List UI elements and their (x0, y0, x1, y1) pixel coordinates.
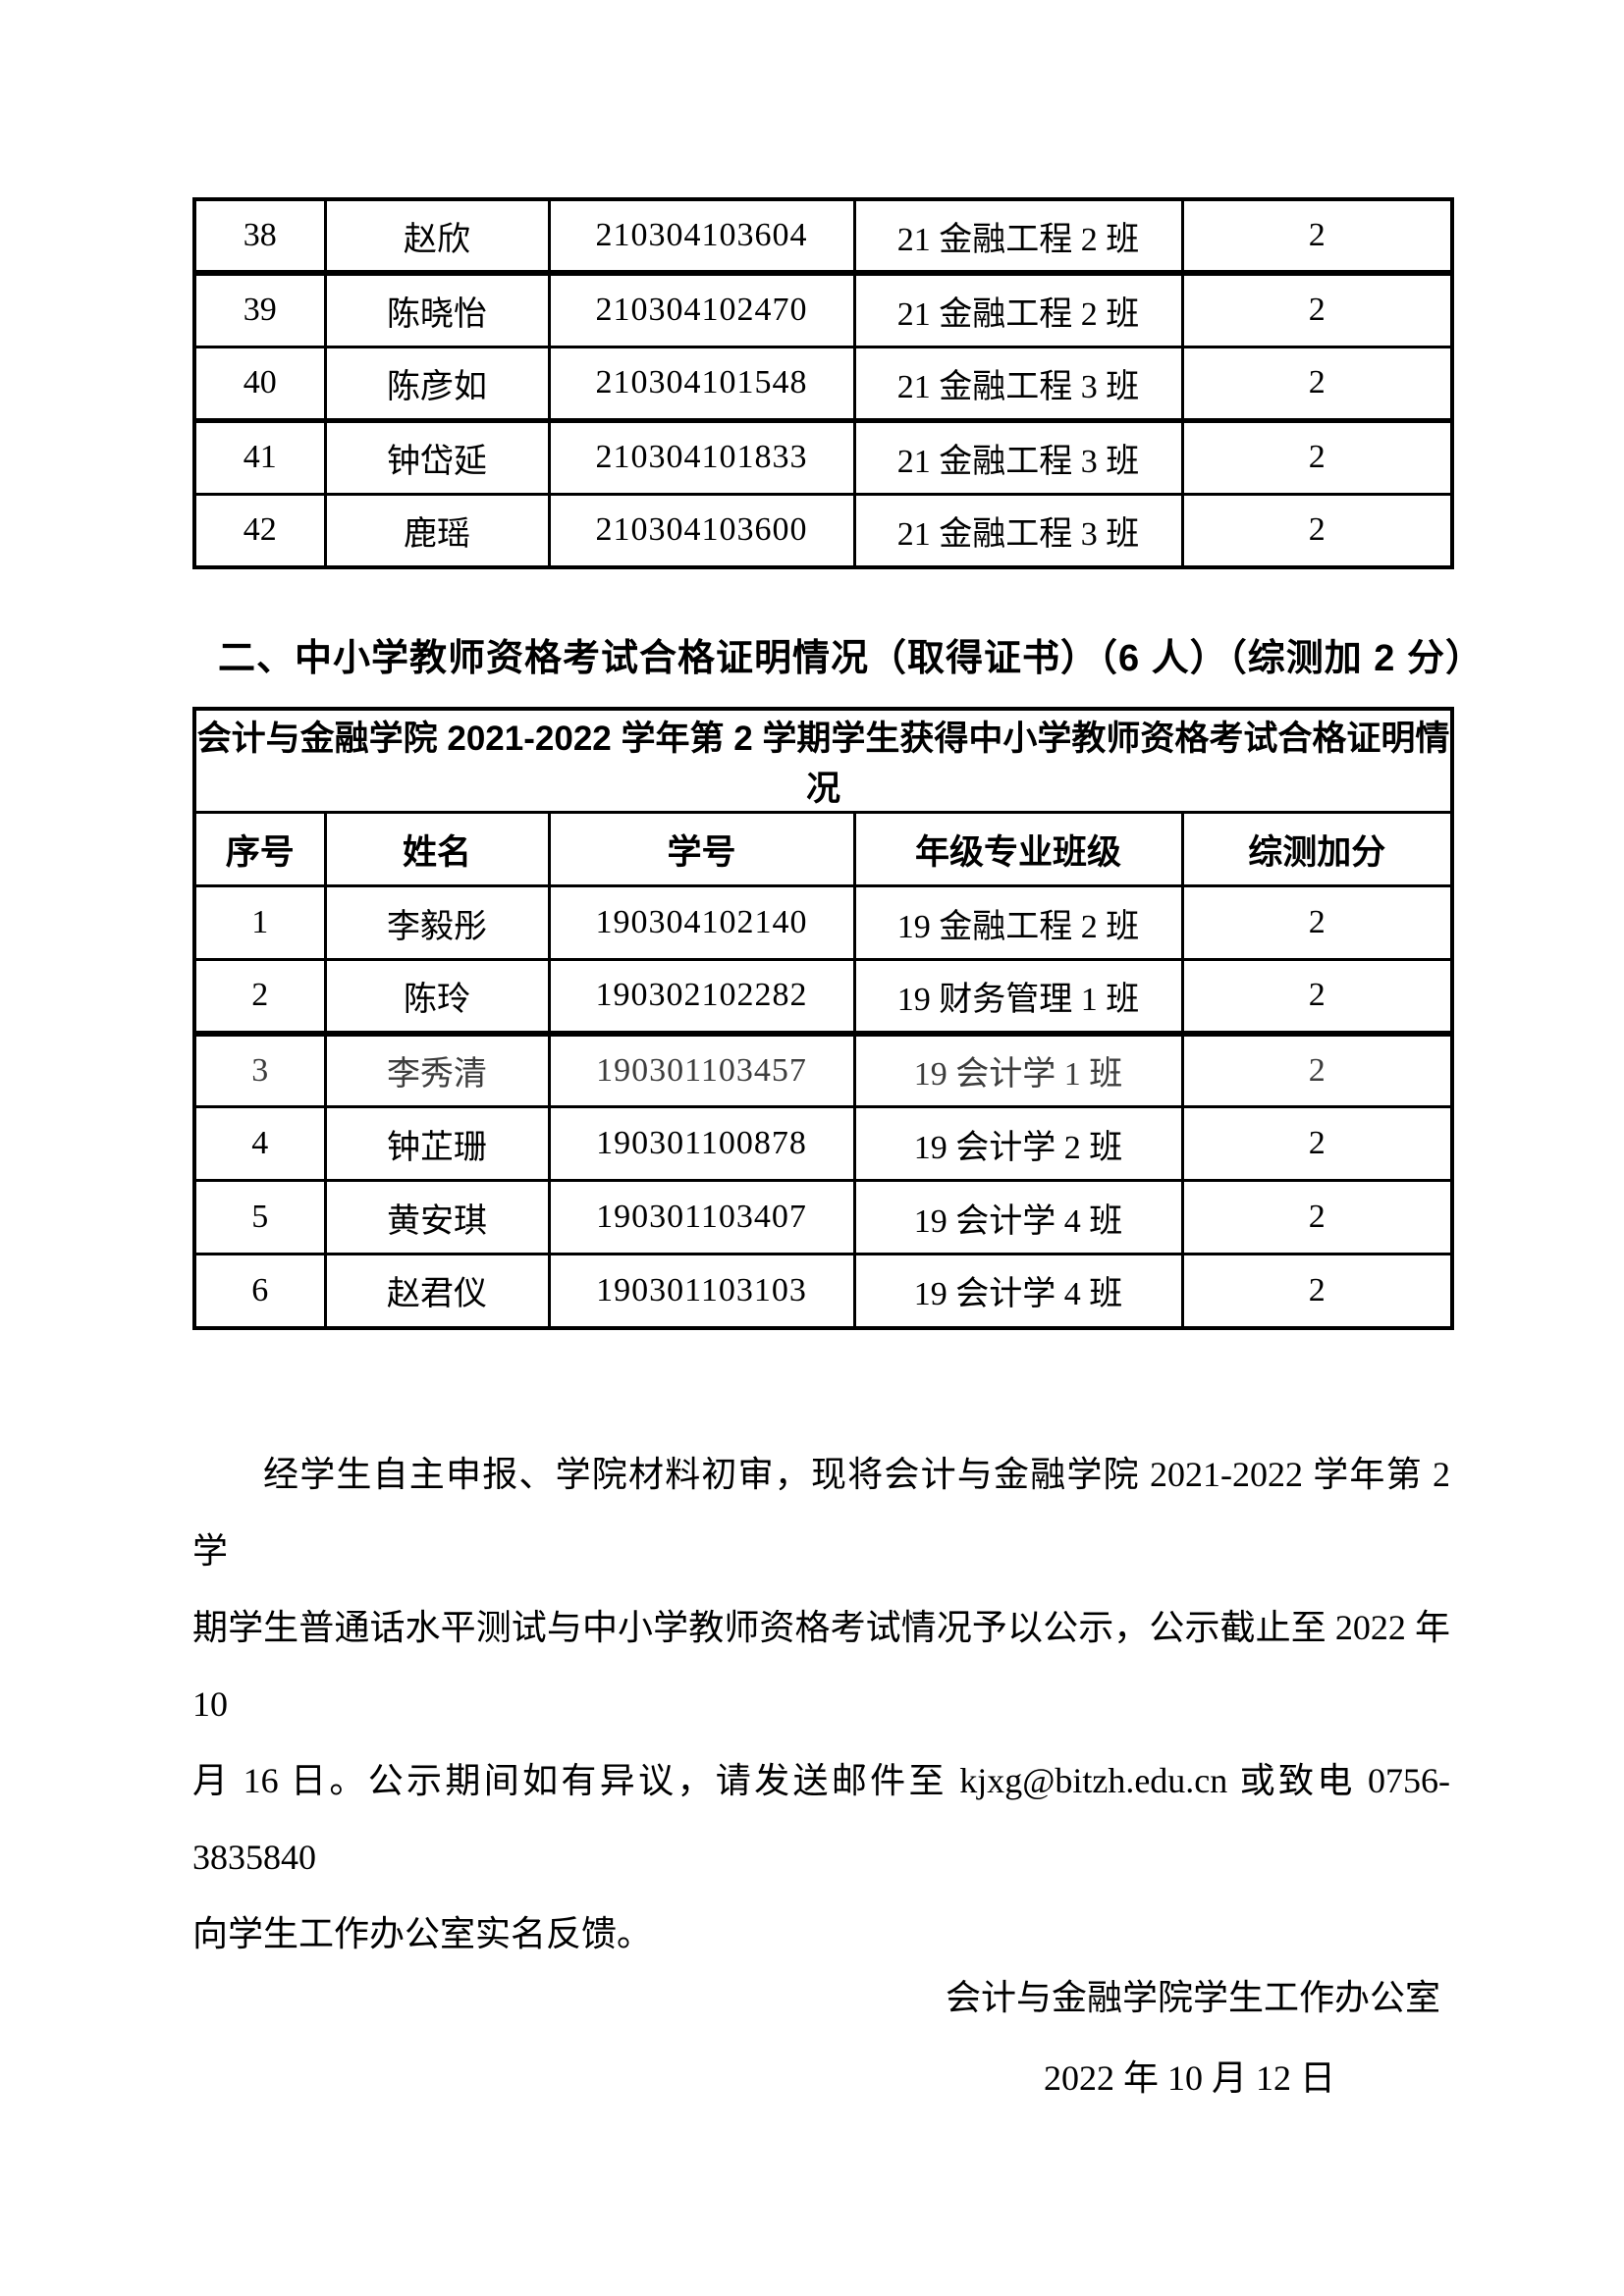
table-cell: 19 会计学 1 班 (852, 1032, 1184, 1108)
table-cell: 陈玲 (323, 958, 551, 1037)
table-cell: 5 (192, 1179, 327, 1255)
table-cell: 2 (192, 958, 327, 1037)
table-cell: 41 (192, 418, 327, 496)
table-cell: 190301103457 (547, 1032, 856, 1108)
paragraph-line: 经学生自主申报、学院材料初审，现将会计与金融学院 2021-2022 学年第 2… (192, 1454, 1450, 1571)
table-cell: 2 (1180, 1179, 1454, 1255)
table-cell: 19 会计学 4 班 (852, 1253, 1184, 1329)
table-cell: 2 (1180, 1105, 1454, 1182)
table-cell: 2 (1180, 197, 1454, 276)
table-cell: 38 (192, 197, 327, 276)
table-cell: 2 (1180, 345, 1454, 423)
table-cell: 赵君仪 (323, 1253, 551, 1329)
table-cell: 21 金融工程 2 班 (852, 197, 1184, 276)
table-cell: 42 (192, 492, 327, 569)
table-cell: 21 金融工程 2 班 (852, 271, 1184, 348)
table-cell: 陈晓怡 (323, 271, 551, 348)
table-cell: 2 (1180, 958, 1454, 1037)
table-cell: 39 (192, 271, 327, 348)
table-cell: 210304101833 (547, 418, 856, 496)
table-cell: 学号 (547, 811, 856, 887)
paragraph-line: 月 16 日。公示期间如有异议，请发送邮件至 kjxg@bitzh.edu.cn… (192, 1760, 1450, 1877)
table-cell: 李毅彤 (323, 884, 551, 961)
table-cell: 年级专业班级 (852, 811, 1184, 887)
table-cell: 19 会计学 4 班 (852, 1179, 1184, 1255)
signature-line: 会计与金融学院学生工作办公室 (945, 1977, 1440, 2017)
table-cell: 2 (1180, 884, 1454, 961)
table-cell: 鹿瑶 (323, 492, 551, 569)
section-heading: 二、中小学教师资格考试合格证明情况（取得证书）（6 人）（综测加 2 分） (218, 638, 1484, 679)
table-cell: 2 (1180, 1253, 1454, 1329)
teacher-certificate-table: 会计与金融学院 2021-2022 学年第 2 学期学生获得中小学教师资格考试合… (192, 707, 1455, 1330)
table-cell: 210304102470 (547, 271, 856, 348)
table-cell: 21 金融工程 3 班 (852, 492, 1184, 569)
table-body: 38 赵欣 210304103604 21 金融工程 2 班 2 39 陈晓怡 2103041… (192, 197, 1454, 569)
date-line: 2022 年 10 月 12 日 (1043, 2057, 1335, 2098)
table-cell: 陈彦如 (323, 345, 551, 423)
table-cell: 210304103604 (547, 197, 856, 276)
table-cell: 3 (192, 1032, 327, 1108)
table-cell: 40 (192, 345, 327, 423)
table-cell: 190301103103 (547, 1253, 856, 1329)
table-cell: 19 财务管理 1 班 (852, 958, 1184, 1037)
closing-paragraph: 经学生自主申报、学院材料初审，现将会计与金融学院 2021-2022 学年第 2… (192, 1436, 1450, 1972)
table-cell: 21 金融工程 3 班 (852, 345, 1184, 423)
table-cell: 李秀清 (323, 1032, 551, 1108)
table-cell: 190304102140 (547, 884, 856, 961)
table-cell: 2 (1180, 271, 1454, 348)
table-cell: 19 会计学 2 班 (852, 1105, 1184, 1182)
putonghua-score-table-continued: 38 赵欣 210304103604 21 金融工程 2 班 2 39 陈晓怡 2103041… (192, 197, 1454, 569)
paragraph-line: 向学生工作办公室实名反馈。 (192, 1913, 653, 1953)
table-cell: 钟芷珊 (323, 1105, 551, 1182)
table-header-row: 序号 姓名 学号 年级专业班级 综测加分 (192, 811, 1454, 887)
table-cell: 1 (192, 884, 327, 961)
table-cell: 210304103600 (547, 492, 856, 569)
table-cell: 钟岱延 (323, 418, 551, 496)
table-cell: 4 (192, 1105, 327, 1182)
table-head: 会计与金融学院 2021-2022 学年第 2 学期学生获得中小学教师资格考试合… (192, 707, 1454, 887)
table-cell: 2 (1180, 492, 1454, 569)
paragraph-line: 期学生普通话水平测试与中小学教师资格考试情况予以公示，公示截止至 2022 年 … (192, 1607, 1450, 1724)
table-cell: 2 (1180, 418, 1454, 496)
table-cell: 序号 (192, 811, 327, 887)
table-cell: 21 金融工程 3 班 (852, 418, 1184, 496)
table-cell: 190301103407 (547, 1179, 856, 1255)
table-cell: 2 (1180, 1032, 1454, 1108)
table-cell: 姓名 (323, 811, 551, 887)
table-cell: 190301100878 (547, 1105, 856, 1182)
page-content: 38 赵欣 210304103604 21 金融工程 2 班 2 39 陈晓怡 2103041… (192, 197, 1484, 2100)
table-cell: 19 金融工程 2 班 (852, 884, 1184, 961)
table-cell: 综测加分 (1180, 811, 1454, 887)
table-body: 1 李毅彤 190304102140 19 金融工程 2 班 2 2 陈玲 190302102… (192, 884, 1454, 1329)
table-cell: 6 (192, 1253, 327, 1329)
table-title-row: 会计与金融学院 2021-2022 学年第 2 学期学生获得中小学教师资格考试合… (192, 707, 1454, 814)
table-cell: 赵欣 (323, 197, 551, 276)
table-cell: 190302102282 (547, 958, 856, 1037)
table-cell: 黄安琪 (323, 1179, 551, 1255)
table-cell: 210304101548 (547, 345, 856, 423)
table-title: 会计与金融学院 2021-2022 学年第 2 学期学生获得中小学教师资格考试合… (192, 707, 1454, 814)
